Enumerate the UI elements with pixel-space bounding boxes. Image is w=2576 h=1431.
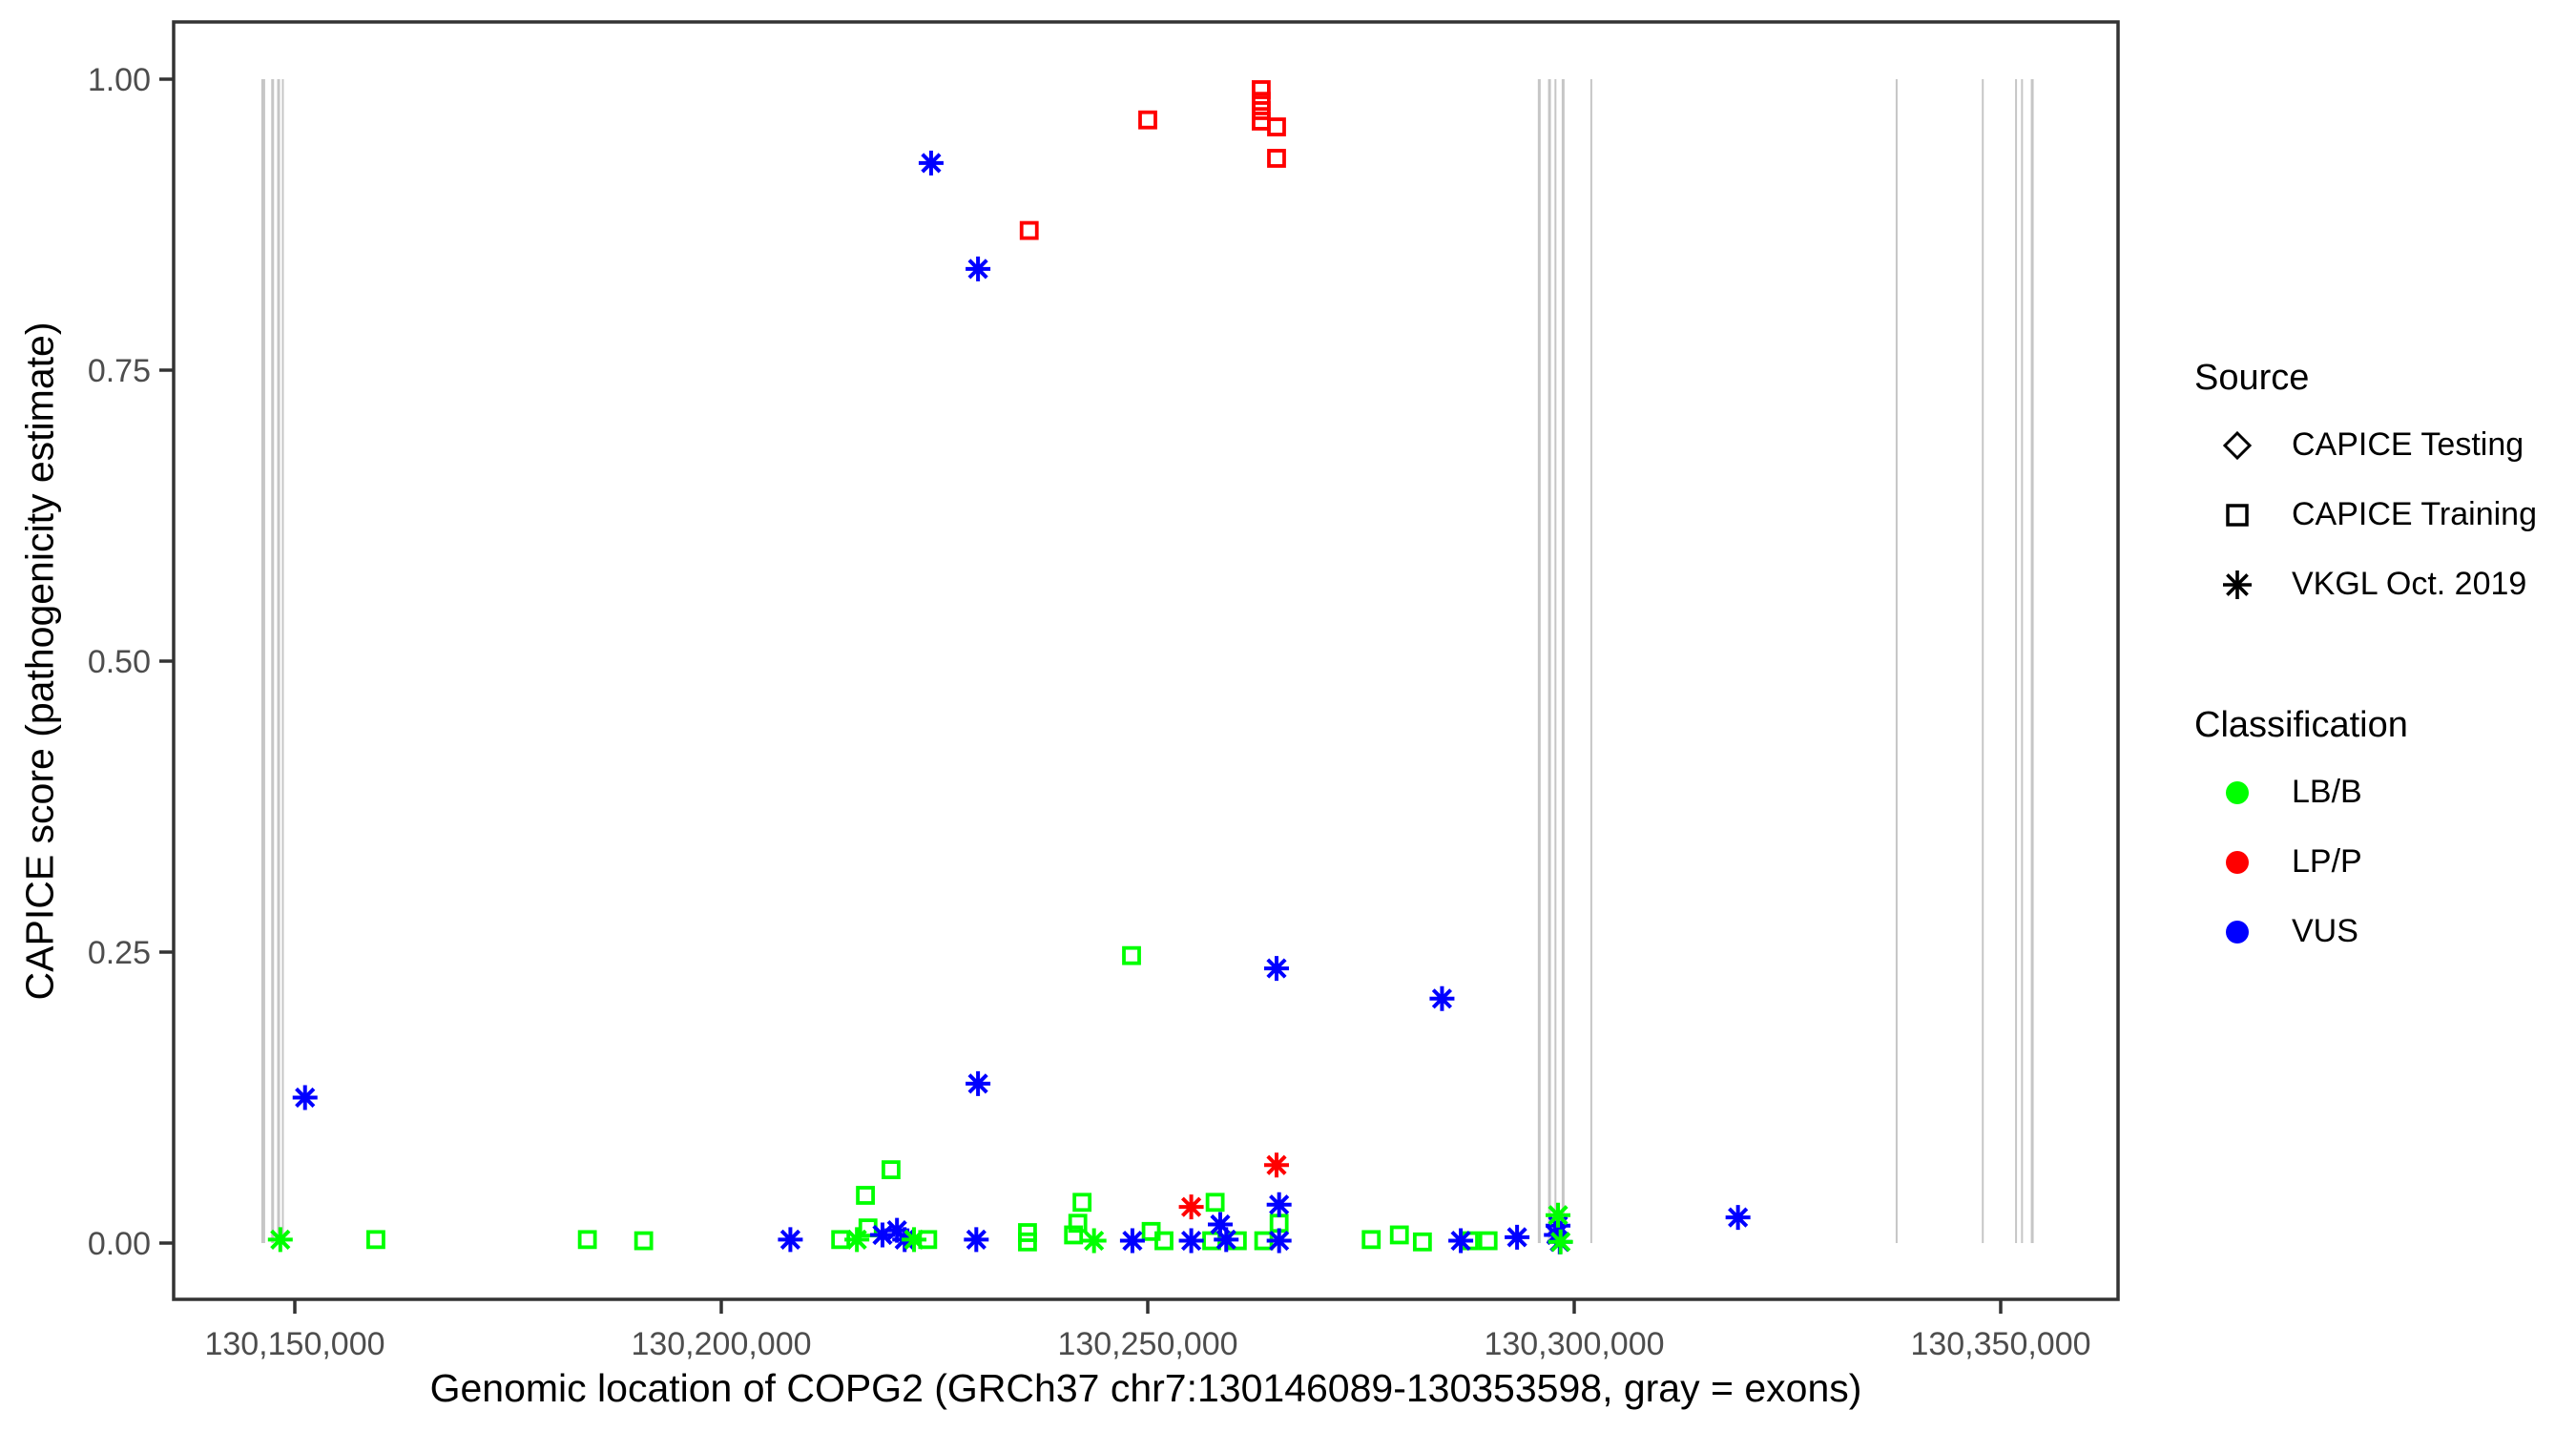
- data-point-asterisk: [1207, 1212, 1233, 1237]
- data-point-asterisk: [1505, 1224, 1530, 1250]
- data-point-square: [1252, 80, 1271, 99]
- legend-item-lbb: LB/B: [2194, 757, 2566, 827]
- data-point-square: [1267, 117, 1286, 136]
- data-point-asterisk: [1546, 1202, 1571, 1228]
- legend-item-label: CAPICE Testing: [2292, 426, 2524, 463]
- data-point-asterisk: [1178, 1194, 1204, 1220]
- data-point-asterisk: [902, 1227, 927, 1253]
- data-point-asterisk: [1263, 1152, 1289, 1178]
- x-axis-title: Genomic location of COPG2 (GRCh37 chr7:1…: [429, 1366, 1862, 1410]
- legend-item-label: LB/B: [2292, 774, 2362, 810]
- data-point-square: [1122, 945, 1141, 965]
- data-point-square: [1154, 1231, 1174, 1251]
- data-point-square: [634, 1231, 654, 1251]
- data-point-square: [1389, 1225, 1409, 1245]
- data-point-square: [1138, 110, 1157, 130]
- asterisk-icon: [2215, 568, 2259, 602]
- data-point-asterisk: [844, 1227, 870, 1253]
- data-point-square: [1412, 1232, 1432, 1252]
- data-point-asterisk: [1266, 1228, 1292, 1254]
- legend-item-capice-training: CAPICE Training: [2194, 480, 2566, 550]
- legend-item-label: CAPICE Training: [2292, 496, 2537, 532]
- diamond-icon: [2215, 429, 2259, 462]
- y-tick-label: 0.00: [88, 1226, 151, 1262]
- legend-classification-title: Classification: [2194, 705, 2408, 745]
- data-point-asterisk: [1725, 1205, 1751, 1231]
- data-point-asterisk: [778, 1227, 803, 1253]
- data-point-asterisk: [267, 1227, 293, 1253]
- data-point-asterisk: [1448, 1228, 1474, 1254]
- data-point-asterisk: [292, 1085, 318, 1110]
- data-point-square: [1064, 1225, 1084, 1245]
- legend-source-items: CAPICE Testing CAPICE Training VKGL Oct.…: [2194, 410, 2566, 619]
- data-point-square: [366, 1230, 385, 1250]
- data-point-square: [1072, 1192, 1092, 1213]
- data-point-asterisk: [1178, 1228, 1204, 1254]
- data-point-asterisk: [1263, 956, 1289, 982]
- data-point-asterisk: [1548, 1229, 1573, 1255]
- square-icon: [2215, 502, 2259, 529]
- data-point-asterisk: [1119, 1228, 1145, 1254]
- data-point-asterisk: [1214, 1227, 1239, 1253]
- data-point-asterisk: [966, 256, 991, 281]
- x-tick-label: 130,250,000: [1057, 1326, 1237, 1362]
- data-point-square: [1068, 1213, 1088, 1234]
- data-point-square: [1205, 1192, 1225, 1213]
- data-point-square: [1252, 112, 1271, 131]
- data-point-square: [856, 1186, 875, 1205]
- data-point-asterisk: [1266, 1192, 1292, 1217]
- legend: Source CAPICE Testing CAPICE Training: [2194, 355, 2566, 966]
- legend-item-lpp: LP/P: [2194, 827, 2566, 897]
- data-point-asterisk: [964, 1227, 989, 1253]
- data-point-asterisk: [1081, 1228, 1107, 1254]
- data-point-asterisk: [1429, 985, 1455, 1011]
- x-tick-label: 130,200,000: [631, 1326, 811, 1362]
- x-tick-label: 130,350,000: [1910, 1326, 2090, 1362]
- y-tick-label: 0.25: [88, 935, 151, 971]
- data-point-square: [1267, 149, 1286, 168]
- legend-item-label: VUS: [2292, 913, 2358, 949]
- red-dot-icon: [2215, 850, 2259, 874]
- data-point-square: [1361, 1230, 1381, 1250]
- legend-classification-items: LB/B LP/P VUS: [2194, 757, 2566, 966]
- x-tick-label: 130,150,000: [204, 1326, 384, 1362]
- y-tick-label: 1.00: [88, 62, 151, 98]
- y-tick-label: 0.50: [88, 644, 151, 680]
- y-tick-label: 0.75: [88, 353, 151, 389]
- data-point-asterisk: [918, 150, 944, 176]
- x-tick-label: 130,300,000: [1484, 1326, 1664, 1362]
- legend-item-vus: VUS: [2194, 897, 2566, 966]
- legend-item-vkgl: VKGL Oct. 2019: [2194, 550, 2566, 619]
- legend-spacer: [2194, 619, 2566, 702]
- blue-dot-icon: [2215, 920, 2259, 944]
- data-point-square: [1478, 1231, 1498, 1251]
- data-point-square: [1018, 1232, 1037, 1252]
- data-point-square: [882, 1160, 901, 1180]
- panel-border: [172, 20, 2120, 1301]
- legend-source-title: Source: [2194, 358, 2310, 398]
- legend-item-capice-testing: CAPICE Testing: [2194, 410, 2566, 480]
- data-point-square: [577, 1230, 597, 1250]
- data-point-asterisk: [869, 1222, 895, 1248]
- data-point-asterisk: [966, 1070, 991, 1096]
- data-point-square: [1019, 220, 1039, 240]
- data-point-square: [1252, 101, 1271, 120]
- legend-item-label: VKGL Oct. 2019: [2292, 566, 2527, 602]
- y-axis-title: CAPICE score (pathogenicity estimate): [17, 321, 62, 1001]
- legend-item-label: LP/P: [2292, 843, 2362, 880]
- green-dot-icon: [2215, 780, 2259, 804]
